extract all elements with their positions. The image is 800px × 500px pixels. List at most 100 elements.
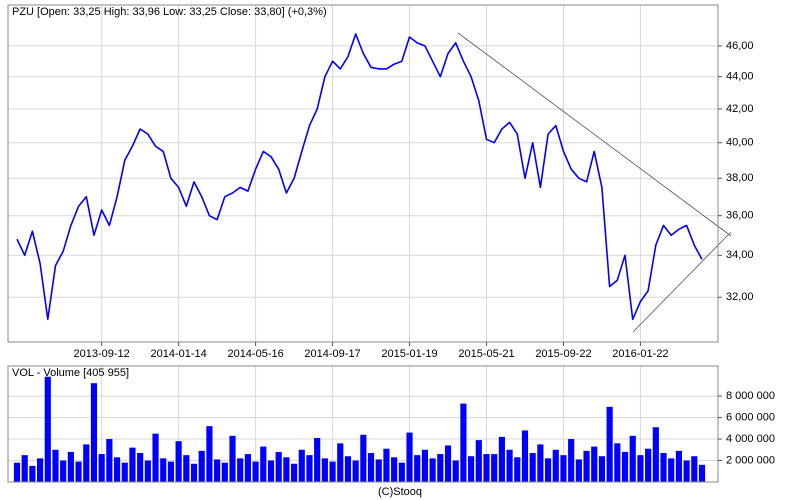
volume-bar <box>37 458 44 482</box>
volume-bar <box>398 462 405 482</box>
volume-bar <box>321 458 328 482</box>
volume-bar <box>329 461 336 482</box>
volume-bar <box>367 453 375 482</box>
volume-bar <box>414 455 421 482</box>
volume-bar <box>52 449 59 482</box>
volume-bar <box>391 457 398 482</box>
volume-bar <box>167 461 175 482</box>
volume-bar <box>267 460 275 482</box>
volume-bar <box>244 454 251 482</box>
price-panel <box>7 4 719 343</box>
volume-bar <box>544 458 552 482</box>
y-tick-label: 32,00 <box>726 291 754 303</box>
volume-bar <box>452 460 459 482</box>
y-tick-label: 36,00 <box>726 210 754 222</box>
footer: (C)Stooq <box>378 486 422 498</box>
volume-bar <box>483 454 490 482</box>
y-tick-label: 46,00 <box>726 40 754 52</box>
volume-bar <box>152 433 159 482</box>
volume-bar <box>568 439 575 482</box>
volume-bar <box>44 376 51 482</box>
volume-bar <box>606 406 613 482</box>
y-tick-label: 34,00 <box>726 249 754 261</box>
volume-bar <box>683 460 690 482</box>
volume-bar <box>637 455 644 482</box>
x-tick-label: 2014-09-17 <box>304 348 360 360</box>
volume-title: VOL - Volume [405 955] <box>12 367 129 379</box>
volume-bar <box>437 454 444 482</box>
volume-bar <box>229 435 236 482</box>
y-tick-label: 44,00 <box>726 71 754 83</box>
volume-bar <box>306 455 313 482</box>
x-tick-label: 2013-09-12 <box>74 348 130 360</box>
volume-bar <box>444 445 452 482</box>
volume-bar <box>598 456 606 482</box>
volume-bar <box>629 435 636 482</box>
volume-bar <box>252 461 259 482</box>
volume-bar <box>106 439 113 482</box>
volume-bar <box>175 441 182 482</box>
y-tick-label: 2 000 000 <box>726 454 775 466</box>
volume-bar <box>429 458 436 482</box>
volume-bar <box>560 455 567 482</box>
volume-bar <box>537 444 544 482</box>
volume-bar <box>214 459 221 482</box>
volume-bar <box>13 462 21 482</box>
volume-bar <box>121 462 128 482</box>
volume-bar <box>206 426 213 482</box>
volume-bar <box>113 457 121 482</box>
volume-bar <box>83 444 90 482</box>
x-tick-label: 2014-01-14 <box>150 348 206 360</box>
volume-bar <box>160 458 167 482</box>
volume-bar <box>144 460 151 482</box>
volume-bar <box>529 453 536 482</box>
chart-title: PZU [Open: 33,25 High: 33,96 Low: 33,25 … <box>12 6 327 18</box>
mark-layer <box>13 33 706 482</box>
y-tick-label: 40,00 <box>726 137 754 149</box>
volume-bar <box>498 436 505 482</box>
volume-bar <box>29 465 36 482</box>
volume-bar <box>383 448 390 482</box>
y-tick-label: 42,00 <box>726 103 754 115</box>
x-tick-label: 2015-09-22 <box>535 348 591 360</box>
volume-bar <box>190 463 198 482</box>
y-tick-label: 4 000 000 <box>726 433 775 445</box>
volume-bar <box>283 457 290 482</box>
volume-bar <box>314 437 321 482</box>
volume-bar <box>675 450 682 482</box>
volume-bar <box>591 446 598 482</box>
volume-bar <box>491 454 498 482</box>
volume-bar <box>90 383 98 482</box>
volume-bar <box>221 462 228 482</box>
volume-bar <box>406 432 413 482</box>
volume-panel <box>7 365 719 483</box>
volume-bar <box>291 463 298 482</box>
volume-bar <box>506 449 513 482</box>
trend-line <box>632 231 732 333</box>
x-tick-label: 2015-05-21 <box>458 348 514 360</box>
volume-bar <box>21 455 28 482</box>
volume-bar <box>129 447 136 482</box>
volume-bar <box>621 451 629 482</box>
volume-bar <box>468 456 475 482</box>
y-tick-label: 38,00 <box>726 172 754 184</box>
volume-bar <box>583 450 590 482</box>
volume-bar <box>75 461 82 482</box>
volume-bar <box>668 458 675 482</box>
volume-bar <box>183 455 190 482</box>
volume-bar <box>298 449 305 482</box>
volume-bar <box>60 460 67 482</box>
volume-bar <box>691 456 698 482</box>
volume-bar <box>67 451 74 482</box>
y-tick-label: 6 000 000 <box>726 411 775 423</box>
volume-bar <box>552 449 559 482</box>
volume-bar <box>337 443 344 482</box>
y-tick-label: 8 000 000 <box>726 390 775 402</box>
volume-bar <box>660 453 667 482</box>
trend-line <box>457 32 732 237</box>
volume-bar <box>237 458 244 482</box>
volume-bar <box>475 440 482 482</box>
